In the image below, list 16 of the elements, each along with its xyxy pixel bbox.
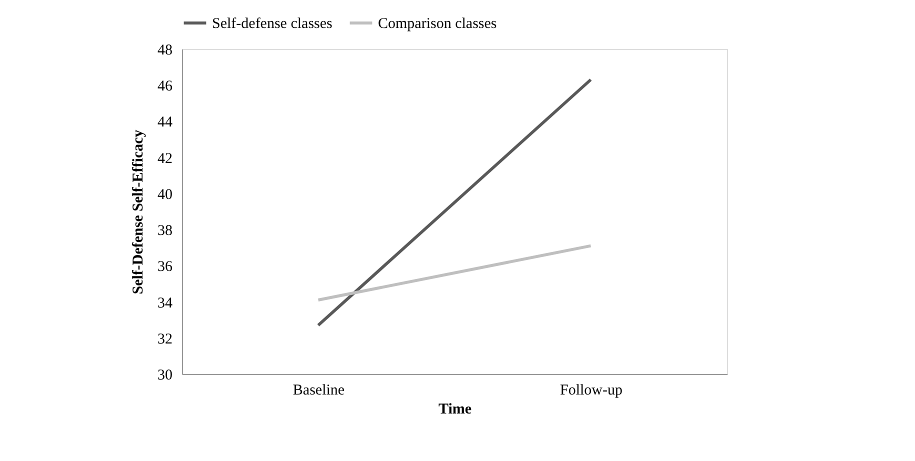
y-tick-label: 40 [158,186,172,203]
y-tick-label: 44 [158,114,173,131]
x-tick-label: Follow-up [560,382,623,398]
y-tick-label: 36 [158,259,173,276]
x-tick-label: Baseline [292,382,345,398]
x-axis-title: Time [438,402,472,418]
y-tick-label: 30 [158,368,172,384]
y-axis-title: Self-Defense Self-Efficacy [130,129,146,294]
legend-label: Comparison classes [378,16,497,32]
y-tick-label: 34 [158,295,173,312]
y-tick-label: 46 [158,78,173,95]
y-tick-label: 38 [158,223,172,240]
y-tick-label: 48 [158,42,172,58]
y-tick-label: 32 [158,331,172,348]
legend-label: Self-defense classes [212,16,333,32]
y-tick-label: 42 [158,150,172,167]
